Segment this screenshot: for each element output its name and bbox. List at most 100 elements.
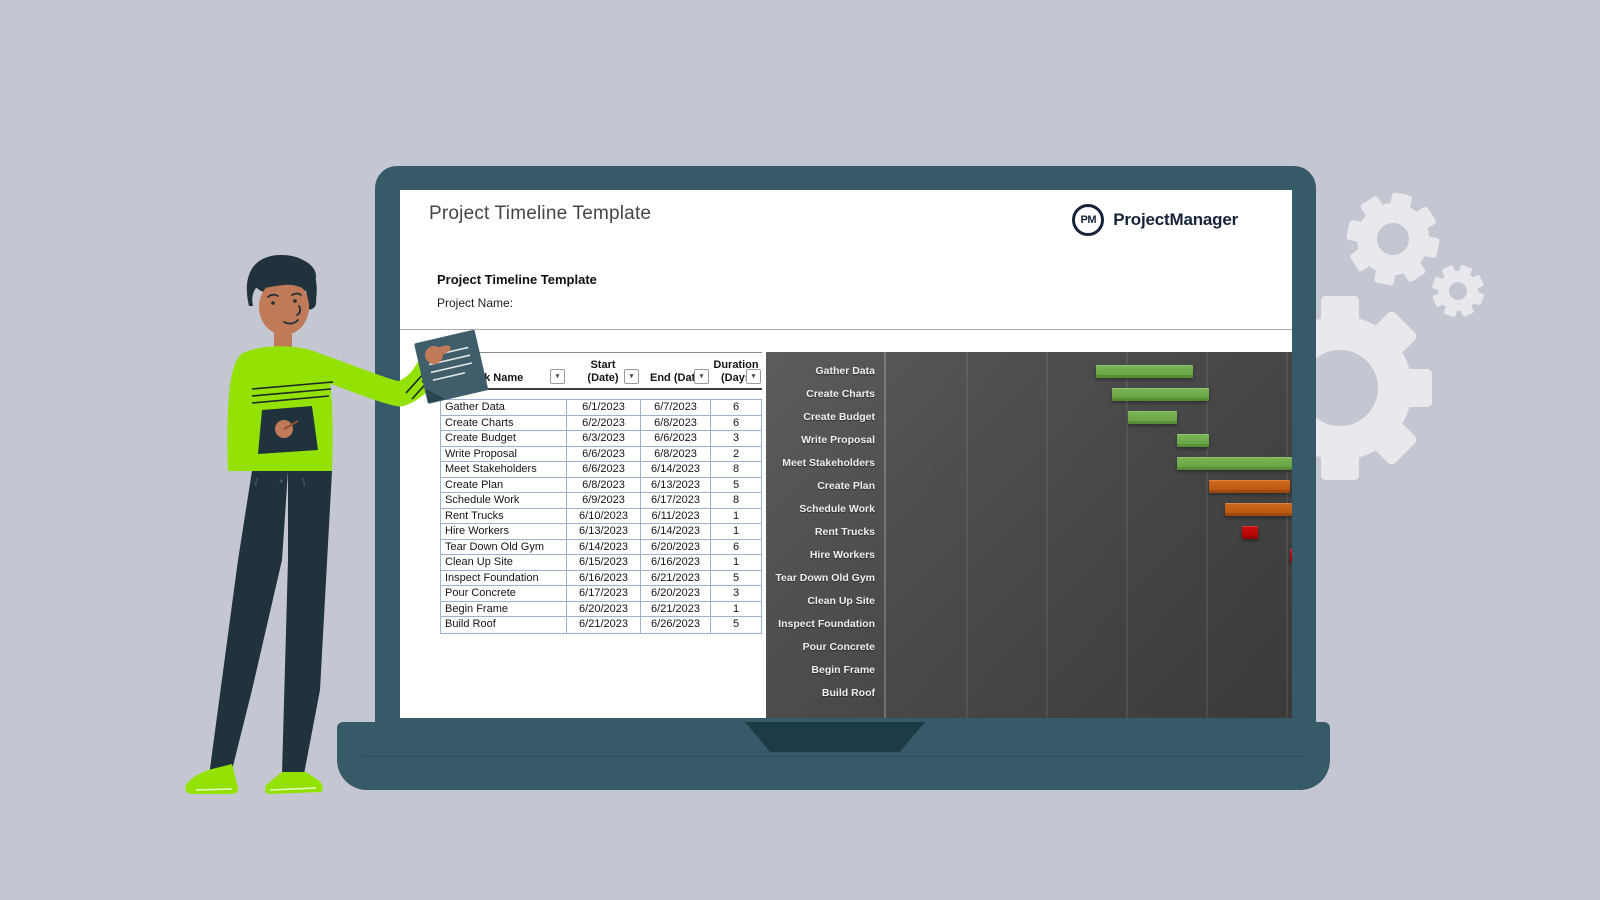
table-row: Write Proposal 6/6/2023 6/8/2023 2	[441, 446, 761, 462]
cell-duration[interactable]: 5	[732, 618, 740, 630]
table-row: Create Charts 6/2/2023 6/8/2023 6	[441, 415, 761, 431]
gantt-bar	[1096, 365, 1194, 378]
gantt-bar	[1128, 411, 1177, 424]
cell-task-name[interactable]: Pour Concrete	[441, 586, 567, 601]
cell-start-date[interactable]: 6/6/2023	[567, 446, 641, 461]
gantt-bar	[1176, 457, 1292, 470]
gantt-task-label: Create Plan	[817, 480, 875, 492]
cell-end-date[interactable]: 6/21/2023	[641, 570, 711, 585]
cell-task-name[interactable]: Tear Down Old Gym	[441, 539, 567, 554]
gantt-task-label: Pour Concrete	[802, 641, 875, 653]
person-eye	[293, 299, 297, 303]
cell-duration[interactable]: 5	[732, 478, 740, 491]
gantt-gridline	[1046, 352, 1048, 718]
person-hair	[246, 254, 317, 310]
cell-duration[interactable]: 1	[732, 525, 740, 537]
cell-end-date[interactable]: 6/14/2023	[641, 462, 711, 477]
cell-duration[interactable]: 3	[732, 587, 740, 599]
cell-duration[interactable]: 8	[732, 463, 740, 475]
cell-start-date[interactable]: 6/14/2023	[567, 539, 641, 554]
cell-task-name[interactable]: Schedule Work	[441, 493, 567, 508]
cell-start-date[interactable]: 6/20/2023	[567, 601, 641, 616]
gantt-gridline	[1286, 352, 1288, 718]
cell-start-date[interactable]: 6/15/2023	[567, 555, 641, 570]
laptop-base-seam	[361, 756, 1306, 757]
cell-start-date[interactable]: 6/13/2023	[567, 524, 641, 539]
filter-dropdown-end-date[interactable]: ▾	[694, 369, 709, 384]
column-header-task-name: Task Name ▾	[440, 353, 566, 388]
cell-start-date[interactable]: 6/2/2023	[567, 415, 641, 430]
table-row: Hire Workers 6/13/2023 6/14/2023 1	[441, 524, 761, 540]
cell-task-name[interactable]: Gather Data	[441, 400, 567, 415]
cell-duration[interactable]: 8	[732, 494, 740, 506]
column-header-start-date: Start (Date) ▾	[566, 353, 640, 388]
table-row: Rent Trucks 6/10/2023 6/11/2023 1	[441, 508, 761, 524]
cell-start-date[interactable]: 6/8/2023	[567, 477, 641, 492]
brand-name: ProjectManager	[1113, 210, 1238, 229]
cell-start-date[interactable]: 6/9/2023	[567, 493, 641, 508]
filter-dropdown-start-date[interactable]: ▾	[624, 369, 639, 384]
cell-end-date[interactable]: 6/16/2023	[641, 555, 711, 570]
cell-end-date[interactable]: 6/21/2023	[641, 601, 711, 616]
cell-end-date[interactable]: 6/20/2023	[641, 586, 711, 601]
person-face-features	[267, 292, 302, 325]
cell-task-name[interactable]: Build Roof	[441, 617, 567, 633]
laptop-hinge-notch	[745, 722, 925, 752]
cell-duration[interactable]: 1	[732, 509, 740, 522]
cell-start-date[interactable]: 6/17/2023	[567, 586, 641, 601]
cell-task-name[interactable]: Hire Workers	[441, 524, 567, 539]
cell-start-date[interactable]: 6/3/2023	[567, 431, 641, 446]
cell-start-date[interactable]: 6/6/2023	[567, 462, 641, 477]
cell-task-name[interactable]: Create Budget	[441, 431, 567, 446]
cell-start-date[interactable]: 6/1/2023	[567, 400, 641, 415]
person-left-arm	[231, 358, 291, 446]
gantt-bar	[1290, 549, 1292, 562]
cell-end-date[interactable]: 6/17/2023	[641, 493, 711, 508]
cell-end-date[interactable]: 6/11/2023	[641, 508, 711, 523]
cell-task-name[interactable]: Create Charts	[441, 415, 567, 430]
gantt-bar	[1241, 526, 1258, 539]
cell-end-date[interactable]: 6/14/2023	[641, 524, 711, 539]
cell-start-date[interactable]: 6/16/2023	[567, 570, 641, 585]
person-sweater	[227, 346, 333, 471]
cell-task-name[interactable]: Create Plan	[441, 477, 567, 492]
cell-end-date[interactable]: 6/26/2023	[641, 617, 711, 633]
cell-duration[interactable]: 1	[732, 602, 740, 615]
cell-duration[interactable]: 6	[732, 401, 740, 413]
pants-details	[255, 477, 305, 487]
cell-duration[interactable]: 2	[732, 447, 740, 460]
table-body: Gather Data 6/1/2023 6/7/2023 6 Create Chart…	[440, 399, 762, 634]
cell-end-date[interactable]: 6/13/2023	[641, 477, 711, 492]
cell-duration[interactable]: 1	[732, 556, 740, 568]
task-table: Task Name ▾ Start (Date) ▾ End (Date ▾ D…	[440, 352, 762, 634]
cell-duration[interactable]: 3	[732, 432, 740, 444]
cell-end-date[interactable]: 6/20/2023	[641, 539, 711, 554]
cell-end-date[interactable]: 6/6/2023	[641, 431, 711, 446]
cell-end-date[interactable]: 6/8/2023	[641, 415, 711, 430]
gantt-task-label: Tear Down Old Gym	[775, 572, 875, 584]
cell-task-name[interactable]: Rent Trucks	[441, 508, 567, 523]
sheet-header: Project Timeline Template Project Name:	[400, 250, 1292, 330]
cell-start-date[interactable]: 6/10/2023	[567, 508, 641, 523]
pants-button	[279, 479, 283, 483]
gantt-bar	[1176, 434, 1210, 447]
cell-task-name[interactable]: Begin Frame	[441, 601, 567, 616]
cell-duration[interactable]: 6	[732, 416, 740, 429]
column-label: Duration	[713, 359, 759, 371]
cell-task-name[interactable]: Clean Up Site	[441, 555, 567, 570]
cell-end-date[interactable]: 6/7/2023	[641, 400, 711, 415]
cell-task-name[interactable]: Write Proposal	[441, 446, 567, 461]
cell-task-name[interactable]: Meet Stakeholders	[441, 462, 567, 477]
laptop-screen: Project Timeline Template PM ProjectMana…	[400, 190, 1292, 718]
filter-dropdown-task-name[interactable]: ▾	[550, 369, 565, 384]
cell-duration[interactable]: 6	[732, 540, 740, 553]
cell-start-date[interactable]: 6/21/2023	[567, 617, 641, 633]
cell-end-date[interactable]: 6/8/2023	[641, 446, 711, 461]
cell-task-name[interactable]: Inspect Foundation	[441, 570, 567, 585]
table-row: Inspect Foundation 6/16/2023 6/21/2023 5	[441, 570, 761, 586]
filter-dropdown-duration[interactable]: ▾	[746, 369, 761, 384]
person-fringe	[262, 270, 311, 292]
gantt-chart: Gather Data Create Charts Create Budget Wri…	[766, 352, 1292, 718]
gantt-task-label: Build Roof	[821, 687, 875, 699]
cell-duration[interactable]: 5	[732, 571, 740, 584]
